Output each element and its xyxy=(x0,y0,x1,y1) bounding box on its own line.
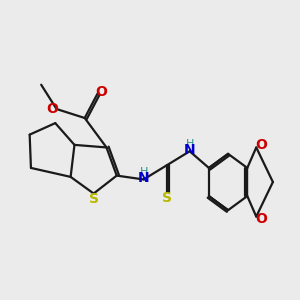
Text: S: S xyxy=(89,192,99,206)
Text: H: H xyxy=(185,139,194,149)
Text: O: O xyxy=(255,212,267,226)
Text: H: H xyxy=(140,167,148,177)
Text: O: O xyxy=(255,138,267,152)
Text: S: S xyxy=(162,191,172,205)
Text: O: O xyxy=(46,102,58,116)
Text: O: O xyxy=(95,85,107,99)
Text: N: N xyxy=(138,171,149,185)
Text: N: N xyxy=(184,143,196,157)
